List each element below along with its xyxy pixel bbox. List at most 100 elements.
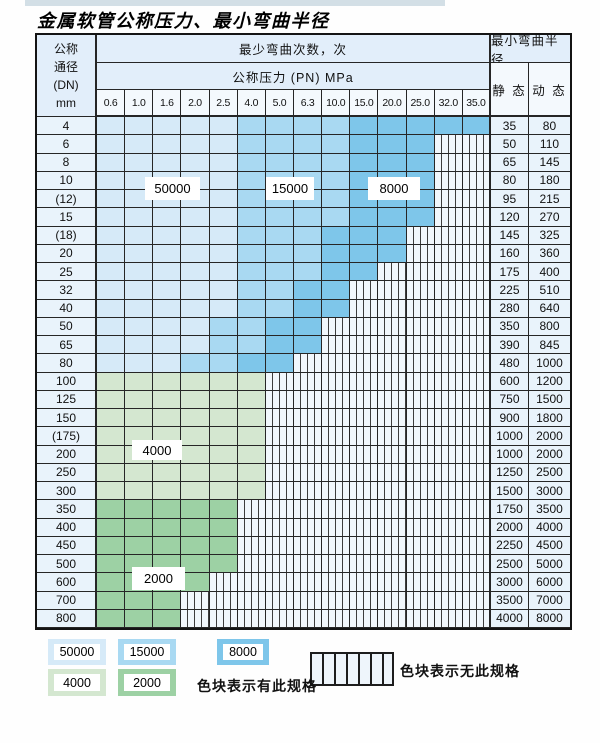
spec-cell — [322, 354, 351, 373]
spec-cell — [378, 354, 407, 373]
spec-cell — [434, 555, 463, 574]
spec-cell — [209, 463, 238, 482]
spec-cell — [378, 409, 407, 428]
spec-cell — [350, 518, 379, 537]
spec-cell — [293, 609, 323, 628]
spec-cell — [434, 281, 463, 300]
legend-item-8000: 8000 — [217, 639, 269, 665]
static-radius-cell: 145 — [490, 226, 529, 245]
static-radius-cell: 160 — [490, 244, 529, 263]
spec-cell — [125, 354, 154, 373]
static-radius-cell: 80 — [490, 171, 529, 190]
dynamic-radius-cell: 325 — [528, 226, 570, 245]
spec-cell — [209, 135, 238, 154]
spec-cell — [350, 336, 379, 355]
spec-cell — [265, 317, 294, 336]
spec-cell — [378, 263, 407, 282]
dynamic-radius-cell: 80 — [528, 117, 570, 136]
spec-cell — [97, 263, 126, 282]
spec-cell — [406, 390, 435, 409]
spec-cell — [378, 463, 407, 482]
dynamic-radius-cell: 360 — [528, 244, 570, 263]
spec-cell — [406, 299, 435, 318]
scan-edge-artifact — [25, 0, 445, 6]
spec-cell — [97, 518, 126, 537]
cycle-count-label: 15000 — [266, 177, 314, 200]
static-radius-cell: 2250 — [490, 536, 529, 555]
static-radius-cell: 350 — [490, 317, 529, 336]
spec-cell — [265, 518, 294, 537]
dynamic-radius-cell: 640 — [528, 299, 570, 318]
spec-cell — [434, 171, 463, 190]
spec-cell — [378, 372, 407, 391]
dn-cell: 200 — [37, 445, 97, 464]
pressure-col-header: 6.3 — [293, 90, 323, 117]
static-radius-cell: 225 — [490, 281, 529, 300]
spec-cell — [378, 609, 407, 628]
spec-cell — [406, 445, 435, 464]
dynamic-radius-cell: 2000 — [528, 445, 570, 464]
spec-cell — [406, 482, 435, 501]
spec-cell — [209, 317, 238, 336]
dn-cell: (175) — [37, 427, 97, 446]
spec-cell — [434, 135, 463, 154]
pressure-col-header: 2.0 — [181, 90, 210, 117]
spec-cell — [209, 117, 238, 136]
spec-cell — [406, 208, 435, 227]
dn-cell: 80 — [37, 354, 97, 373]
spec-cell — [265, 281, 294, 300]
spec-cell — [237, 409, 266, 428]
spec-cell — [434, 409, 463, 428]
spec-cell — [97, 390, 126, 409]
spec-cell — [153, 135, 182, 154]
static-radius-cell: 1250 — [490, 463, 529, 482]
cycle-count-label: 4000 — [132, 440, 182, 460]
spec-cell — [322, 226, 351, 245]
spec-cell — [462, 482, 491, 501]
legend-item-value: 4000 — [54, 674, 100, 691]
spec-cell — [237, 171, 266, 190]
dn-cell: 40 — [37, 299, 97, 318]
dn-cell: 300 — [37, 482, 97, 501]
bend-cycles-header: 最少弯曲次数，次 — [97, 35, 491, 63]
spec-cell — [378, 591, 407, 610]
spec-cell — [181, 372, 210, 391]
spec-cell — [209, 591, 238, 610]
dynamic-radius-cell: 8000 — [528, 609, 570, 628]
spec-cell — [265, 555, 294, 574]
spec-cell — [97, 336, 126, 355]
spec-cell — [350, 354, 379, 373]
spec-cell — [237, 427, 266, 446]
spec-cell — [434, 609, 463, 628]
spec-cell — [378, 390, 407, 409]
dn-cell: 15 — [37, 208, 97, 227]
spec-cell — [406, 573, 435, 592]
spec-cell — [378, 299, 407, 318]
spec-cell — [462, 190, 491, 209]
spec-cell — [265, 609, 294, 628]
spec-cell — [462, 299, 491, 318]
spec-cell — [125, 208, 154, 227]
legend-item-2000: 2000 — [118, 669, 176, 696]
spec-cell — [350, 390, 379, 409]
spec-cell — [153, 263, 182, 282]
dynamic-radius-cell: 3000 — [528, 482, 570, 501]
spec-cell — [434, 573, 463, 592]
dn-cell: 250 — [37, 463, 97, 482]
spec-cell — [350, 445, 379, 464]
spec-cell — [237, 482, 266, 501]
dynamic-radius-cell: 2500 — [528, 463, 570, 482]
static-radius-cell: 175 — [490, 263, 529, 282]
spec-cell — [97, 226, 126, 245]
spec-cell — [153, 463, 182, 482]
legend-item-15000: 15000 — [118, 639, 176, 665]
spec-cell — [350, 573, 379, 592]
spec-cell — [378, 153, 407, 172]
static-radius-cell: 1750 — [490, 500, 529, 519]
spec-cell — [97, 409, 126, 428]
static-radius-cell: 4000 — [490, 609, 529, 628]
spec-cell — [153, 299, 182, 318]
dynamic-radius-cell: 510 — [528, 281, 570, 300]
spec-cell — [406, 500, 435, 519]
spec-cell — [378, 427, 407, 446]
